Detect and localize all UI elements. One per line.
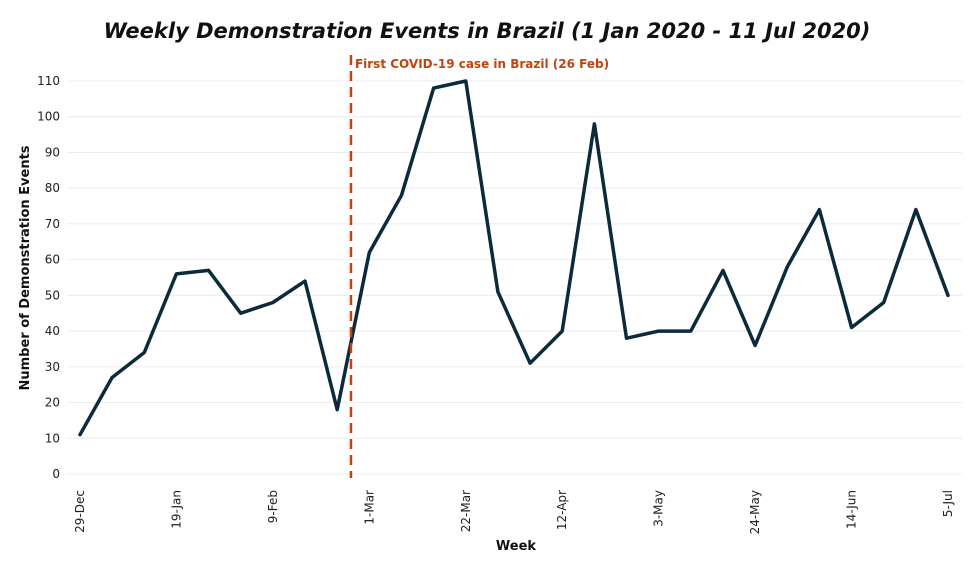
y-tick-label: 0	[52, 467, 60, 481]
y-tick-label: 90	[45, 145, 60, 159]
y-tick-label: 10	[45, 431, 60, 445]
chart-title: Weekly Demonstration Events in Brazil (1…	[104, 19, 871, 43]
y-axis-title: Number of Demonstration Events	[18, 145, 33, 390]
x-tick-label: 19-Jan	[169, 490, 183, 529]
x-tick-label: 14-Jun	[845, 490, 859, 529]
x-tick-label: 12-Apr	[555, 490, 569, 530]
x-tick-label: 1-Mar	[362, 490, 376, 525]
gridlines	[67, 80, 962, 475]
x-tick-label: 9-Feb	[266, 490, 280, 523]
covid-annotation-label: First COVID-19 case in Brazil (26 Feb)	[355, 57, 609, 71]
x-axis-title: Week	[496, 539, 537, 554]
x-axis-ticks: 29-Dec 19-Jan 9-Feb 1-Mar 22-Mar 12-Apr 3-May 2…	[73, 490, 955, 534]
y-tick-label: 100	[37, 110, 60, 124]
x-tick-label: 29-Dec	[73, 490, 87, 533]
y-tick-label: 80	[45, 181, 60, 195]
y-tick-label: 30	[45, 360, 60, 374]
y-tick-label: 110	[37, 74, 60, 88]
x-tick-label: 3-May	[652, 490, 666, 527]
y-tick-label: 50	[45, 288, 60, 302]
x-tick-label: 24-May	[748, 490, 762, 534]
y-tick-label: 20	[45, 396, 60, 410]
y-tick-label: 60	[45, 253, 60, 267]
y-tick-label: 40	[45, 324, 60, 338]
series-line	[78, 79, 950, 437]
y-axis-ticks: 0 10 20 30 40 50 60 70 80 90 100 110	[37, 74, 60, 481]
x-tick-label: 22-Mar	[459, 490, 473, 532]
y-tick-label: 70	[45, 217, 60, 231]
x-tick-label: 5-Jul	[941, 490, 955, 517]
